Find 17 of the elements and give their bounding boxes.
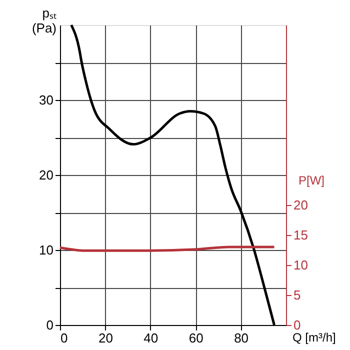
y-tick-label: 10	[39, 242, 54, 258]
y-tick-label: 30	[39, 92, 54, 108]
y2-tick-label: 0	[294, 318, 301, 332]
y2-tick-label: 10	[294, 258, 308, 272]
y2-tick-label: 20	[294, 198, 308, 212]
x-tick-label: 40	[144, 330, 158, 346]
y2-tick-label: 5	[294, 288, 301, 302]
x-tick-label: 0	[60, 330, 68, 346]
x-axis-title: Q [m³/h]	[292, 330, 336, 344]
x-tick-label: 60	[188, 330, 204, 346]
x-tick-label: 20	[98, 330, 113, 346]
y-tick-label: 0	[46, 318, 54, 332]
y2-axis-title: P[W]	[298, 174, 324, 188]
x-tick-label: 80	[234, 330, 249, 346]
y2-tick-label: 15	[294, 228, 308, 242]
y-axis-title: pₛₜ (Pa)	[32, 6, 56, 36]
y-tick-label: 20	[39, 168, 54, 182]
